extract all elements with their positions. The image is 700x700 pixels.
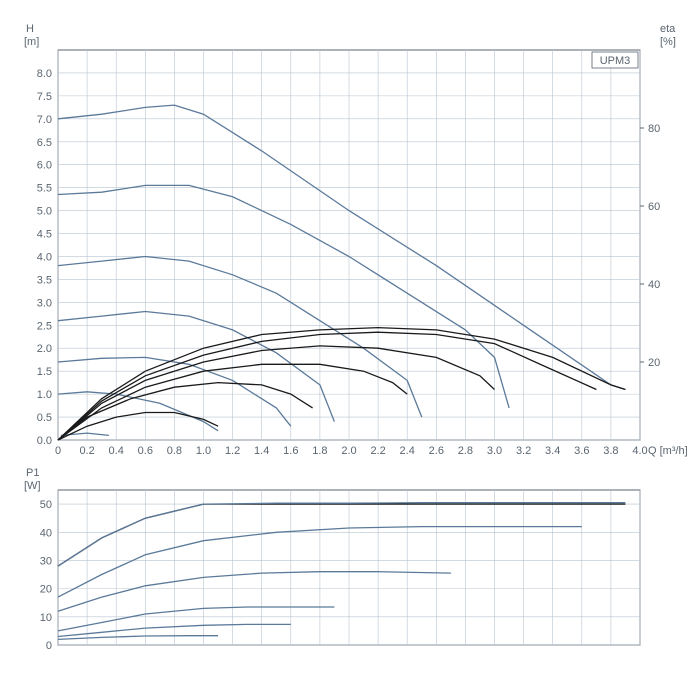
y-left-tick-label: 5.5 [37,183,52,195]
head-curve [58,185,509,408]
x-tick-label: 4.0 [632,445,647,457]
p1-tick-label: 50 [40,499,52,511]
p1-tick-label: 10 [40,612,52,624]
model-label: UPM3 [600,55,631,67]
p1-tick-label: 40 [40,527,52,539]
x-tick-label: 0.8 [167,445,182,457]
y-right-unit: [%] [660,36,676,48]
x-tick-label: 0.6 [138,445,153,457]
top-chart: 0 0.2 0.4 0.6 0.8 1.0 1.2 1.4 1.6 1.8 2.0 2.2 2.4 2.6… [24,23,688,457]
head-curve [58,257,422,418]
y-left-tick-label: 6.0 [37,160,52,172]
y-left-tick-label: 7.0 [37,114,52,126]
x-tick-label: 3.2 [516,445,531,457]
x-tick-label: 1.0 [196,445,211,457]
y-left-label: H [26,23,34,35]
x-tick-label: 3.6 [574,445,589,457]
p1-label: P1 [26,467,39,479]
y-right-tick-label: 80 [648,123,660,135]
y-left-tick-label: 5.0 [37,206,52,218]
x-tick-label: 2.4 [400,445,415,457]
power-curve [58,636,218,640]
power-curve [58,607,334,631]
bottom-chart: 0 10 20 30 40 50 P1[W] [24,467,640,652]
x-tick-label: 1.2 [225,445,240,457]
y-left-tick-label: 0.5 [37,412,52,424]
p1-tick-label: 30 [40,555,52,567]
x-tick-label: 0.2 [79,445,94,457]
x-tick-label: 3.8 [603,445,618,457]
y-left-tick-label: 2.5 [37,320,52,332]
y-left-tick-label: 1.5 [37,366,52,378]
y-left-unit: [m] [24,36,39,48]
y-left-tick-label: 4.5 [37,229,52,241]
y-right-tick-label: 40 [648,279,660,291]
x-tick-label: 0 [55,445,61,457]
x-tick-label: 1.8 [312,445,327,457]
y-left-tick-label: 2.0 [37,343,52,355]
y-left-tick-label: 7.5 [37,91,52,103]
y-left-tick-label: 1.0 [37,389,52,401]
efficiency-curve [58,346,495,440]
p1-tick-label: 0 [46,640,52,652]
y-left-tick-label: 8.0 [37,68,52,80]
x-tick-label: 1.4 [254,445,269,457]
head-curve [58,392,218,431]
power-curve-black [58,504,625,566]
y-right-tick-label: 60 [648,201,660,213]
p1-unit: [W] [24,480,41,492]
pump-chart-container: { "chart": { "title_box": "UPM3", "backg… [0,0,700,700]
y-left-tick-label: 6.5 [37,137,52,149]
y-left-tick-label: 0.0 [37,435,52,447]
p1-tick-label: 20 [40,584,52,596]
x-tick-label: 2.0 [341,445,356,457]
x-tick-label: 2.2 [370,445,385,457]
x-tick-label: 0.4 [109,445,124,457]
power-curve [58,503,625,566]
x-tick-label: 2.8 [458,445,473,457]
efficiency-curve [58,328,625,440]
x-tick-label: 3.0 [487,445,502,457]
power-curve [58,572,451,612]
x-tick-label: 1.6 [283,445,298,457]
y-right-label: eta [660,23,676,35]
y-right-tick-label: 20 [648,357,660,369]
y-left-tick-label: 3.5 [37,274,52,286]
x-tick-label: 3.4 [545,445,560,457]
y-left-tick-label: 4.0 [37,251,52,263]
x-label: Q [m³/h] [648,445,688,457]
pump-performance-chart: 0 0.2 0.4 0.6 0.8 1.0 1.2 1.4 1.6 1.8 2.0 2.2 2.4 2.6… [0,0,700,700]
x-tick-label: 2.6 [429,445,444,457]
y-left-tick-label: 3.0 [37,297,52,309]
